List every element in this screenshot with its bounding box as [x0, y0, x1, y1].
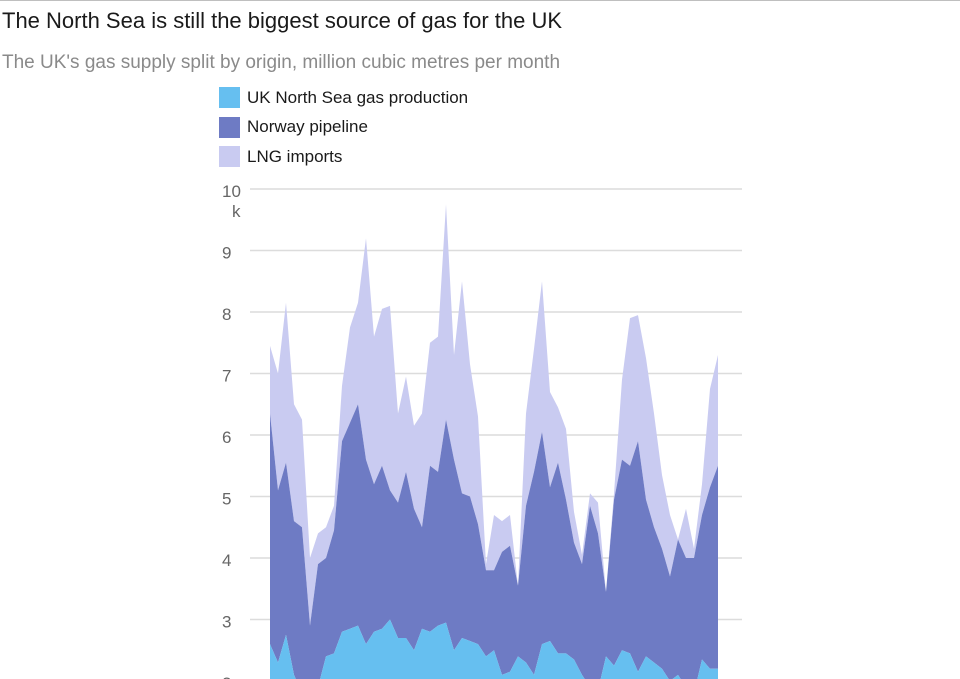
legend-label: UK North Sea gas production — [247, 87, 469, 107]
legend-label: LNG imports — [247, 146, 343, 166]
area-norway-pipeline — [270, 404, 718, 679]
legend: UK North Sea gas production Norway pipel… — [219, 83, 468, 172]
legend-swatch — [219, 146, 240, 168]
legend-item-norway: Norway pipeline — [219, 113, 468, 143]
area-uk-north-sea-gas-production — [270, 619, 718, 679]
y-tick-label: 10 — [222, 182, 241, 201]
legend-swatch — [219, 87, 240, 109]
y-tick-label: 9 — [222, 244, 231, 263]
area-lng-imports — [270, 204, 718, 626]
y-tick-label: 3 — [222, 613, 231, 632]
legend-item-lng: LNG imports — [219, 142, 468, 172]
y-tick-label: 4 — [222, 551, 231, 570]
y-unit-label: k — [232, 202, 241, 221]
y-tick-label: 6 — [222, 428, 231, 447]
y-axis: 10k 9 8 7 6 5 4 3 2 — [222, 182, 241, 679]
legend-swatch — [219, 116, 240, 138]
chart-title: The North Sea is still the biggest sourc… — [2, 8, 563, 33]
legend-label: Norway pipeline — [247, 117, 368, 137]
legend-item-uk-north-sea: UK North Sea gas production — [219, 83, 468, 113]
y-tick-label: 2 — [222, 674, 231, 679]
y-tick-label: 7 — [222, 367, 231, 386]
y-tick-label: 8 — [222, 305, 231, 324]
chart-subtitle: The UK's gas supply split by origin, mil… — [2, 52, 561, 73]
area-series — [270, 204, 718, 679]
top-rule — [0, 0, 960, 1]
y-tick-label: 5 — [222, 490, 231, 509]
